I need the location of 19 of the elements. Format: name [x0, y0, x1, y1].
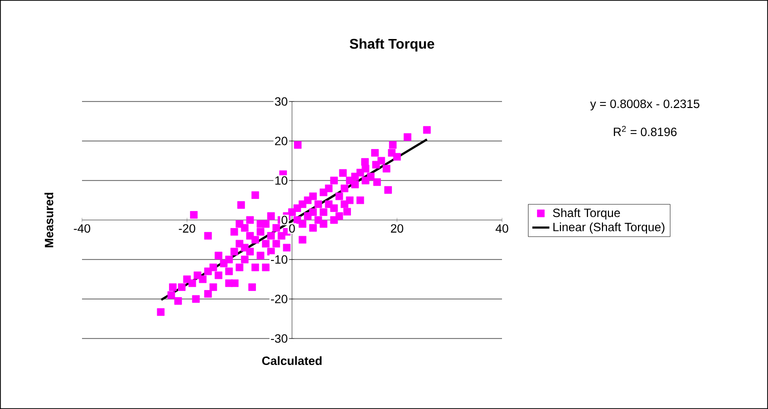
- y-axis-title: Measured: [44, 192, 54, 248]
- x-tick-label: 40: [496, 224, 508, 233]
- x-tick-label: -40: [74, 224, 90, 233]
- y-tick-label: 0: [282, 216, 288, 224]
- y-tick-label: 30: [274, 97, 288, 106]
- legend-label: Shaft Torque: [552, 208, 620, 220]
- x-tick-label: -20: [178, 224, 196, 233]
- y-tick-label: -30: [270, 334, 288, 343]
- y-tick-label: -10: [270, 255, 288, 264]
- chart-title: Shaft Torque: [350, 38, 434, 52]
- x-axis-title: Calculated: [262, 356, 322, 366]
- x-tick-label: 0: [289, 224, 295, 233]
- y-tick-label: 10: [275, 176, 288, 185]
- y-tick-label: 20: [275, 136, 288, 146]
- legend-label: Linear (Shaft Torque): [553, 222, 664, 234]
- x-tick-label: 20: [390, 224, 404, 233]
- y-tick-label: -20: [270, 294, 288, 304]
- text: R$^{2}$ = 0.8196: [614, 126, 677, 136]
- text: y = 0.8008x - 0.2315: [590, 100, 700, 110]
